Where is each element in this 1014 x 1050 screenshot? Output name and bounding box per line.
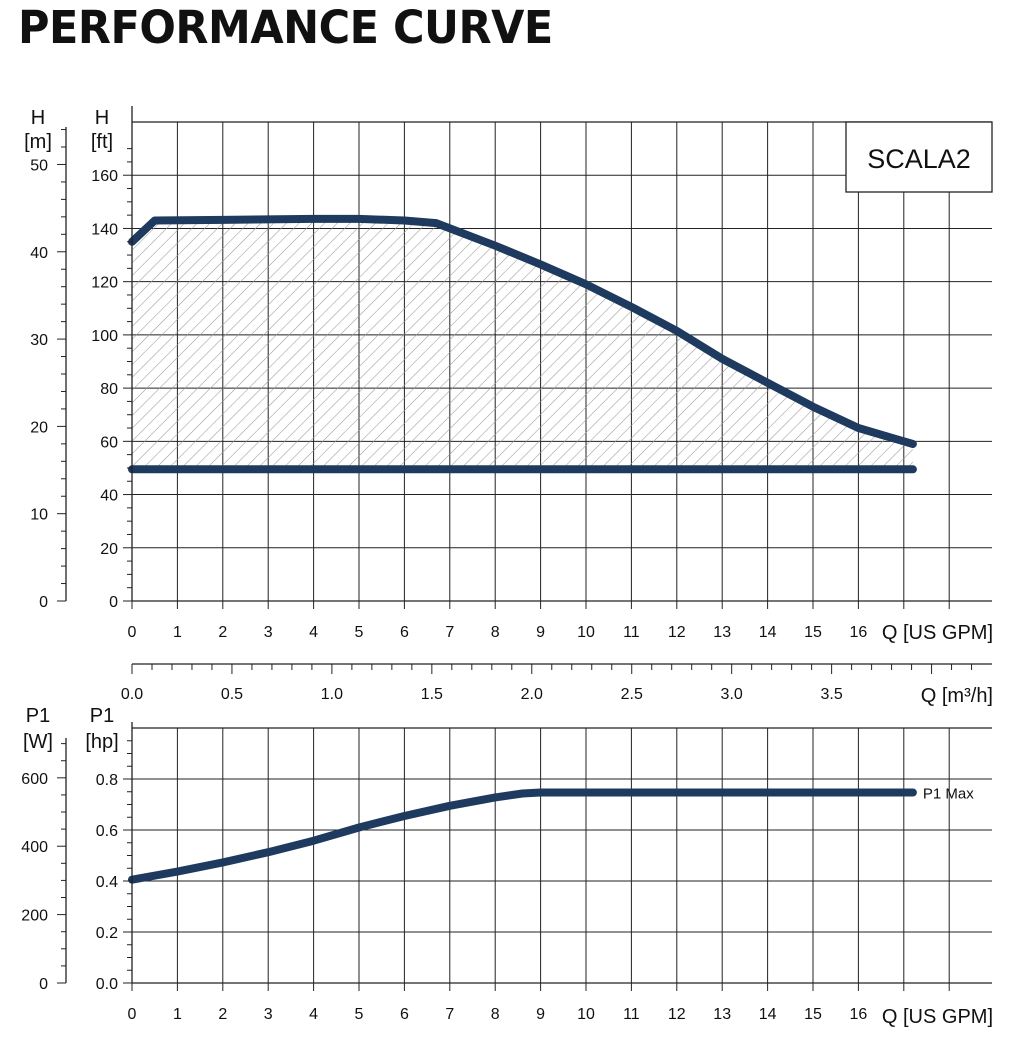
- ft-axis-name: H: [95, 107, 109, 129]
- w-tick-label: 600: [21, 771, 48, 788]
- flow-m3h-axis: 0.0 0.5 1.0 1.5 2.0 2.5 3.0 3.5 Q [m³/h]: [121, 663, 993, 707]
- m-tick-label: 50: [30, 157, 48, 174]
- m-axis-unit: [m]: [24, 131, 52, 153]
- model-label-box: [845, 121, 993, 193]
- head-axes: SCALA202040608010012014016001020304050H[…: [24, 106, 993, 644]
- m3h-tick-label: 1.0: [321, 686, 343, 703]
- operating-range-hatch: [132, 218, 913, 470]
- ft-tick-label: 100: [91, 328, 118, 345]
- hp-tick-label: 0.4: [96, 874, 118, 891]
- x-tick-label: 15: [804, 624, 822, 641]
- m3h-tick-label: 0.0: [121, 686, 143, 703]
- x-tick-label: 4: [309, 624, 318, 641]
- ft-tick-label: 80: [100, 381, 118, 398]
- m-tick-label: 10: [30, 507, 48, 524]
- x-tick-label: 14: [759, 624, 777, 641]
- hatched-region: [132, 218, 913, 470]
- m3h-axis-label: Q [m³/h]: [921, 685, 993, 707]
- x-tick-label: 2: [218, 1006, 227, 1023]
- w-tick-label: 0: [39, 976, 48, 993]
- hp-axis-name: P1: [90, 705, 114, 727]
- x-tick-label: 13: [713, 624, 731, 641]
- x-tick-label: 0: [128, 1006, 137, 1023]
- x-tick-label: 0: [128, 624, 137, 641]
- ft-tick-label: 120: [91, 275, 118, 292]
- x-tick-label: 6: [400, 624, 409, 641]
- max-head-curve: [128, 214, 917, 448]
- w-tick-label: 400: [21, 839, 48, 856]
- page-title: PERFORMANCE CURVE: [18, 2, 553, 55]
- x-tick-label: 5: [355, 624, 364, 641]
- hp-tick-label: 0.0: [96, 976, 118, 993]
- hp-tick-label: 0.6: [96, 823, 118, 840]
- head-curves: [128, 214, 917, 474]
- x-tick-label: 16: [850, 624, 868, 641]
- hp-tick-label: 0.8: [96, 772, 118, 789]
- x-tick-label: 14: [759, 1006, 777, 1023]
- m3h-tick-label: 3.0: [721, 686, 743, 703]
- w-axis-unit: [W]: [23, 731, 53, 753]
- x-axis-label: Q [US GPM]: [882, 1006, 993, 1028]
- x-tick-label: 1: [173, 624, 182, 641]
- x-tick-label: 16: [850, 1006, 868, 1023]
- x-tick-label: 12: [668, 624, 686, 641]
- m3h-tick-label: 3.5: [820, 686, 842, 703]
- m3h-tick-label: 1.5: [421, 686, 443, 703]
- m3h-tick-label: 2.0: [521, 686, 543, 703]
- x-tick-label: 6: [400, 1006, 409, 1023]
- x-tick-label: 13: [713, 1006, 731, 1023]
- x-tick-label: 10: [577, 624, 595, 641]
- x-tick-label: 8: [491, 1006, 500, 1023]
- ft-tick-label: 0: [109, 594, 118, 611]
- x-tick-label: 15: [804, 1006, 822, 1023]
- ft-tick-label: 160: [91, 168, 118, 185]
- power-curves: P1 Max: [128, 786, 974, 884]
- power-plot-grid: [132, 727, 992, 983]
- m-axis-name: H: [31, 107, 45, 129]
- x-tick-label: 11: [623, 1006, 640, 1023]
- m3h-tick-label: 0.5: [221, 686, 243, 703]
- x-tick-label: 11: [623, 624, 640, 641]
- x-tick-label: 2: [218, 624, 227, 641]
- x-axis-label: Q [US GPM]: [882, 622, 993, 644]
- model-label: SCALA2: [867, 144, 971, 174]
- m3h-tick-label: 2.5: [621, 686, 643, 703]
- m-tick-label: 30: [30, 332, 48, 349]
- m-tick-label: 0: [39, 594, 48, 611]
- x-tick-label: 9: [536, 624, 545, 641]
- x-tick-label: 9: [536, 1006, 545, 1023]
- x-tick-label: 5: [355, 1006, 364, 1023]
- m-tick-label: 20: [30, 419, 48, 436]
- x-tick-label: 4: [309, 1006, 318, 1023]
- ft-tick-label: 40: [100, 488, 118, 505]
- p1-max-curve: [128, 788, 917, 884]
- x-tick-label: 12: [668, 1006, 686, 1023]
- hp-axis-unit: [hp]: [85, 731, 118, 753]
- ft-axis-unit: [ft]: [91, 131, 113, 153]
- hp-tick-label: 0.2: [96, 925, 118, 942]
- ft-tick-label: 60: [100, 434, 118, 451]
- x-tick-label: 10: [577, 1006, 595, 1023]
- x-tick-label: 7: [445, 1006, 454, 1023]
- x-tick-label: 3: [264, 624, 273, 641]
- p1-max-label: P1 Max: [923, 786, 974, 803]
- w-axis-name: P1: [26, 705, 50, 727]
- w-tick-label: 200: [21, 908, 48, 925]
- x-tick-label: 3: [264, 1006, 273, 1023]
- m-tick-label: 40: [30, 245, 48, 262]
- x-tick-label: 1: [173, 1006, 182, 1023]
- ft-tick-label: 20: [100, 541, 118, 558]
- x-tick-label: 8: [491, 624, 500, 641]
- ft-tick-label: 140: [91, 221, 118, 238]
- x-tick-label: 7: [445, 624, 454, 641]
